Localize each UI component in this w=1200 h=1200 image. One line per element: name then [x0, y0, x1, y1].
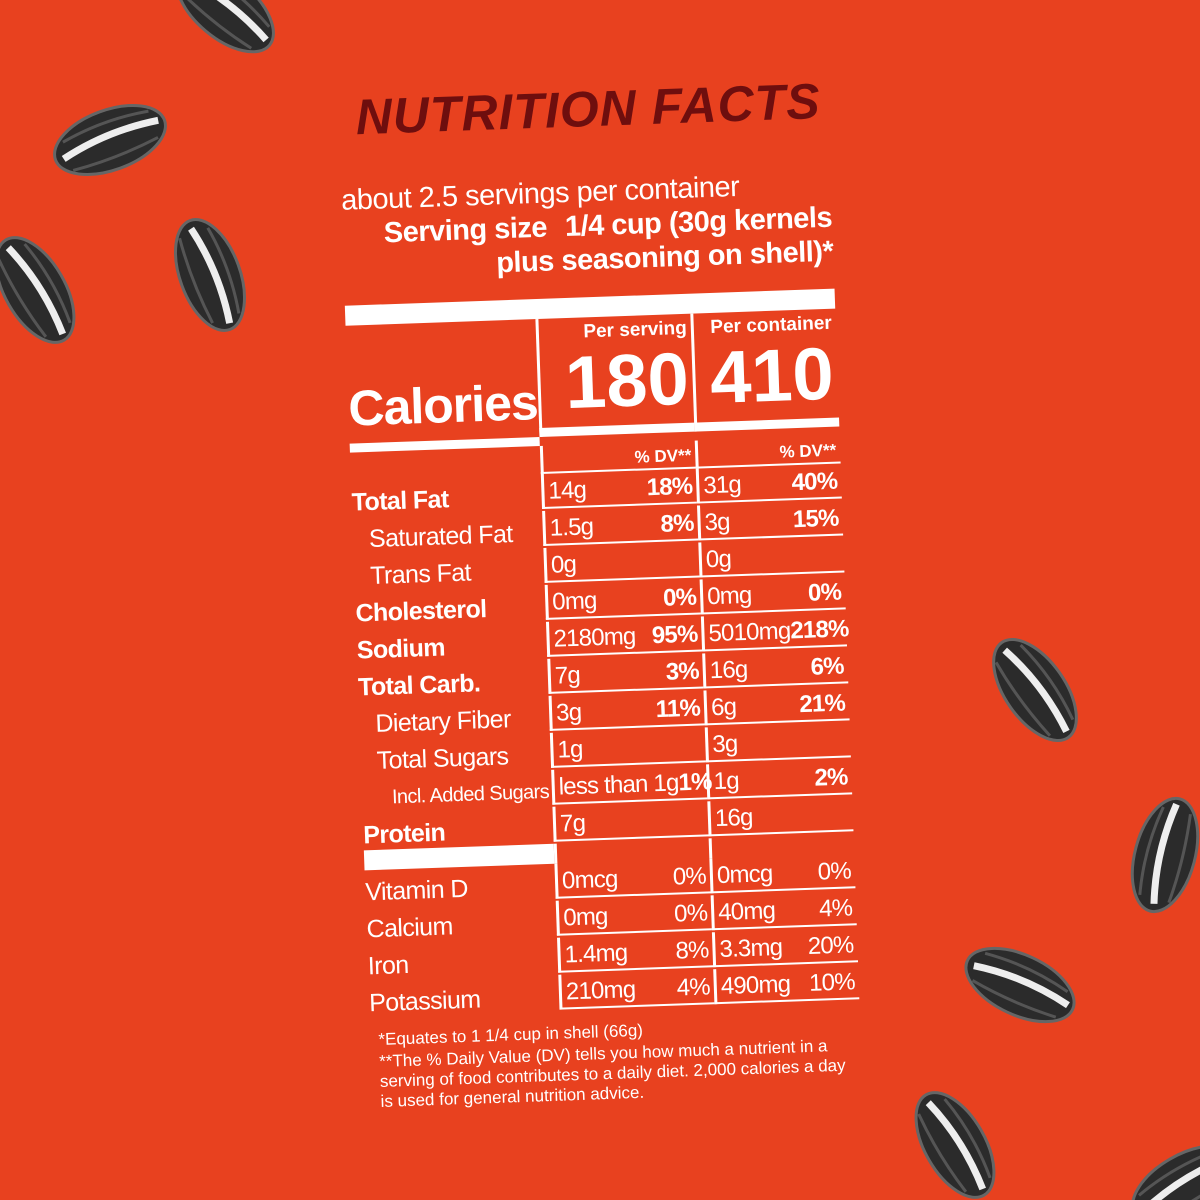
amount: 0mcg: [561, 865, 618, 895]
daily-value: 11%: [655, 694, 701, 724]
nutrient-cell: 40mg 4%: [710, 890, 857, 931]
calories-label: Calories: [347, 374, 539, 437]
amount: 1g: [556, 735, 584, 764]
amount: 0g: [705, 545, 732, 574]
daily-value: 0%: [662, 583, 697, 612]
amount: 40mg: [717, 897, 776, 927]
amount: 3.3mg: [719, 933, 783, 964]
footnotes: *Equates to 1 1/4 cup in shell (66g) **T…: [370, 1013, 863, 1112]
nutrient-cell: 1g 2%: [706, 759, 853, 800]
daily-value: 218%: [789, 615, 849, 645]
daily-value: 6%: [810, 652, 845, 681]
amount: 210mg: [565, 976, 636, 1006]
daily-value: 2%: [814, 763, 849, 792]
nutrient-cell: 6g 21%: [703, 685, 850, 726]
amount: 16g: [709, 655, 748, 685]
daily-value: 0%: [817, 857, 852, 886]
nutrient-cell: 16g: [707, 796, 854, 837]
nutrient-cell: 0mg 0%: [699, 574, 846, 615]
nutrient-cell: 14g 18%: [540, 468, 697, 509]
calories-label-cell: Calories: [345, 319, 540, 453]
amount: 0mcg: [716, 860, 773, 890]
amount: 14g: [547, 476, 587, 505]
daily-value: 20%: [807, 931, 854, 960]
nutrient-cell: less than 1g 1%: [551, 764, 712, 805]
nutrient-cell: 3g: [704, 722, 851, 763]
nutrient-cell: 2180mg 95%: [545, 616, 703, 657]
daily-value: 4%: [676, 973, 711, 1002]
nutrient-cell: 3g 15%: [697, 500, 844, 541]
nutrient-name: Potassium: [368, 985, 481, 1018]
nutrient-cell: 16g 6%: [702, 648, 849, 689]
amount: 5010mg: [708, 617, 791, 648]
amount: 3g: [555, 698, 582, 727]
table: Calories Per serving 180 Per container 410…: [345, 308, 860, 1019]
amount: 1.4mg: [564, 939, 628, 969]
amount: less than 1g: [558, 769, 679, 801]
nutrient-cell: 31g 40%: [695, 463, 842, 504]
daily-value: 0%: [673, 899, 708, 928]
calories-value: 180: [563, 336, 691, 425]
amount: 1.5g: [549, 513, 594, 542]
nutrient-cell: 0mcg 0%: [554, 858, 711, 899]
amount: 0mg: [551, 587, 598, 616]
nutrient-cell: 0mg 0%: [544, 579, 701, 620]
amount: 1g: [713, 767, 740, 796]
nutrient-cell: 0g: [543, 542, 700, 583]
daily-value: 0%: [807, 578, 842, 607]
nutrient-cell: 7g 3%: [547, 653, 704, 694]
daily-value: 95%: [651, 620, 698, 650]
amount: 16g: [714, 803, 754, 833]
daily-value: 15%: [792, 504, 840, 534]
daily-value: 21%: [798, 689, 846, 719]
nutrient-cell: 0mcg 0%: [709, 853, 856, 894]
serving-size-label: Serving size: [383, 211, 548, 250]
daily-value: 40%: [791, 467, 838, 497]
amount: 0g: [550, 550, 577, 579]
nutrient-cell: 490mg 10%: [713, 964, 860, 1005]
daily-value: 8%: [660, 509, 695, 538]
nutrient-cell: 1.5g 8%: [542, 505, 699, 546]
nutrient-cell: 1g: [549, 727, 706, 768]
nutrition-label: NUTRITION FACTS about 2.5 servings per c…: [337, 72, 863, 1114]
nutrient-cell: 210mg 4%: [558, 969, 715, 1010]
header-cell: Per serving 180: [535, 313, 695, 438]
amount: 2180mg: [553, 622, 636, 653]
amount: 6g: [710, 693, 737, 722]
amount: 3g: [704, 508, 731, 537]
daily-value: 10%: [808, 968, 856, 997]
amount: 0mg: [562, 902, 609, 932]
calories-value: 410: [708, 331, 835, 420]
nutrient-cell: 0mg 0%: [555, 895, 712, 936]
daily-value: 0%: [672, 862, 707, 891]
daily-value: 18%: [646, 472, 693, 502]
amount: 7g: [554, 661, 581, 690]
daily-value: 8%: [674, 936, 709, 965]
nutrient-cell: 7g: [552, 801, 709, 842]
nutrient-cell: 1.4mg 8%: [557, 932, 714, 973]
daily-value: 3%: [665, 657, 700, 686]
amount: 31g: [702, 471, 742, 500]
nutrient-cell: 5010mg 218%: [700, 611, 849, 652]
amount: 7g: [559, 809, 586, 838]
nutrient-cell: 3.3mg 20%: [711, 927, 859, 968]
daily-value: 4%: [818, 894, 853, 923]
header-cell: Per container 410: [690, 308, 840, 432]
nutrient-cell: 0g: [698, 537, 845, 578]
amount: 490mg: [720, 970, 791, 1001]
nutrient-cell: 3g 11%: [548, 690, 705, 731]
amount: 0mg: [706, 581, 752, 611]
amount: 3g: [711, 730, 738, 759]
